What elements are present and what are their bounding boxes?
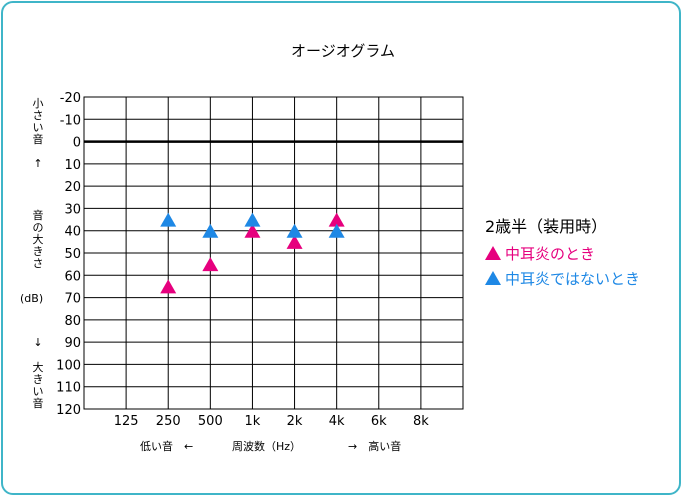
x-tick-label: 125 — [114, 414, 139, 429]
point-normal — [160, 212, 177, 227]
y-tick-label: -20 — [60, 91, 81, 106]
point-normal — [328, 223, 345, 238]
legend-label-normal: 中耳炎ではないとき — [505, 270, 641, 288]
x-note-high: → 高い音 — [348, 440, 402, 453]
x-tick-label: 6k — [371, 414, 387, 429]
y-tick-label: -10 — [60, 113, 81, 128]
y-tick-label: 80 — [64, 314, 81, 329]
y-tick-label: 70 — [64, 292, 81, 307]
y-tick-label: 30 — [64, 202, 81, 217]
point-normal — [202, 223, 219, 238]
legend-item-otitis: 中耳炎のとき — [485, 243, 595, 264]
legend-label-otitis: 中耳炎のとき — [505, 245, 596, 263]
y-label-top: 小さい音 — [32, 97, 44, 146]
y-label-bottom: 大きい音 — [32, 361, 44, 410]
legend-title: 2歳半（装用時） — [485, 217, 608, 236]
y-tick-label: 40 — [64, 225, 81, 240]
y-tick-label: 100 — [56, 358, 81, 373]
x-tick-label: 8k — [413, 414, 429, 429]
x-axis-label: 周波数（Hz） — [232, 440, 302, 453]
x-tick-label: 500 — [198, 414, 223, 429]
y-arrow-down: ↓ — [33, 336, 43, 349]
y-unit: (dB) — [20, 292, 44, 305]
point-otitis — [202, 257, 219, 272]
y-arrow-up: ↑ — [33, 157, 43, 170]
point-normal — [286, 223, 303, 238]
y-tick-label: 20 — [64, 180, 81, 195]
point-normal — [244, 212, 261, 227]
x-tick-label: 1k — [245, 414, 261, 429]
chart-title: オージオグラム — [291, 42, 395, 60]
pink-triangle-icon — [485, 246, 501, 260]
chart-frame — [1, 1, 681, 495]
blue-triangle-icon — [485, 271, 501, 285]
x-tick-label: 4k — [329, 414, 345, 429]
point-otitis — [328, 212, 345, 227]
y-tick-label: 60 — [64, 269, 81, 284]
y-tick-label: 110 — [56, 381, 81, 396]
point-otitis — [160, 279, 177, 294]
y-tick-label: 90 — [64, 336, 81, 351]
y-tick-label: 0 — [73, 136, 81, 151]
x-tick-label: 250 — [156, 414, 181, 429]
point-otitis — [244, 223, 261, 238]
legend-item-normal: 中耳炎ではないとき — [485, 268, 640, 289]
y-tick-label: 10 — [64, 158, 81, 173]
y-label-middle: 音の大きさ — [32, 209, 44, 270]
y-tick-label: 120 — [56, 403, 81, 418]
point-otitis — [286, 234, 303, 249]
y-tick-label: 50 — [64, 247, 81, 262]
x-tick-label: 2k — [287, 414, 303, 429]
x-note-low: 低い音 ← — [140, 440, 194, 453]
